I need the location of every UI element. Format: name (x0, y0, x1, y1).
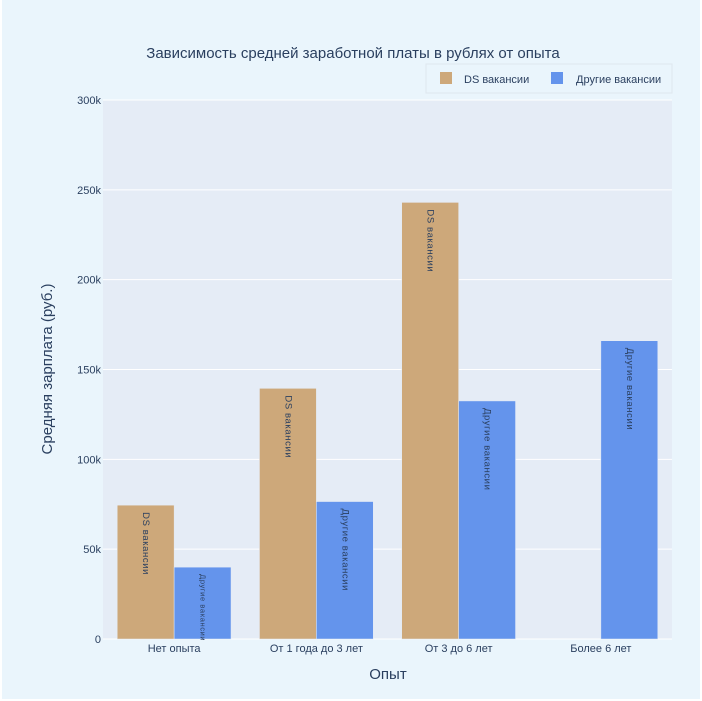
legend-swatch-ds[interactable] (440, 72, 452, 84)
bar-label: Другие вакансии (199, 574, 208, 641)
y-tick-label: 150k (77, 365, 101, 377)
bar-label: Другие вакансии (624, 348, 635, 431)
chart-title: Зависимость средней заработной платы в р… (146, 45, 560, 62)
legend-label-ds[interactable]: DS вакансии (464, 74, 529, 86)
y-tick-label: 100k (77, 454, 101, 466)
x-tick-label: От 3 до 6 лет (425, 643, 493, 655)
legend-swatch-other[interactable] (551, 72, 563, 84)
bar[interactable] (316, 501, 374, 640)
y-axis-title: Средняя зарплата (руб.) (39, 284, 56, 455)
x-axis-title: Опыт (369, 666, 407, 683)
bar[interactable] (173, 566, 232, 640)
bar-label: Другие вакансии (482, 408, 493, 491)
y-tick-label: 200k (77, 275, 101, 287)
bar-label: DS вакансии (282, 395, 293, 458)
bar[interactable] (458, 400, 516, 640)
bar-label: DS вакансии (425, 209, 436, 272)
x-tick-label: Более 6 лет (570, 643, 631, 655)
x-axis-ticks: Нет опыта От 1 года до 3 лет От 3 до 6 лет… (148, 643, 632, 655)
x-tick-label: Нет опыта (148, 643, 202, 655)
bar-label: Другие вакансии (339, 509, 350, 592)
legend-box (425, 63, 673, 94)
legend: DS вакансии Другие вакансии (425, 63, 673, 94)
y-tick-label: 300k (77, 95, 101, 107)
legend-label-other[interactable]: Другие вакансии (576, 74, 661, 86)
y-tick-label: 50k (83, 544, 101, 556)
y-tick-label: 0 (95, 634, 101, 646)
bar-label: DS вакансии (140, 512, 151, 575)
y-axis-ticks: 0 50k 100k 150k 200k 250k 300k (77, 95, 101, 646)
bar[interactable] (401, 202, 459, 640)
y-tick-label: 250k (77, 185, 101, 197)
x-tick-label: От 1 года до 3 лет (270, 643, 363, 655)
bars: DS вакансии Другие вакансии DS вакансии Дру… (116, 202, 659, 641)
bar[interactable] (116, 504, 175, 640)
bar[interactable] (600, 340, 659, 640)
